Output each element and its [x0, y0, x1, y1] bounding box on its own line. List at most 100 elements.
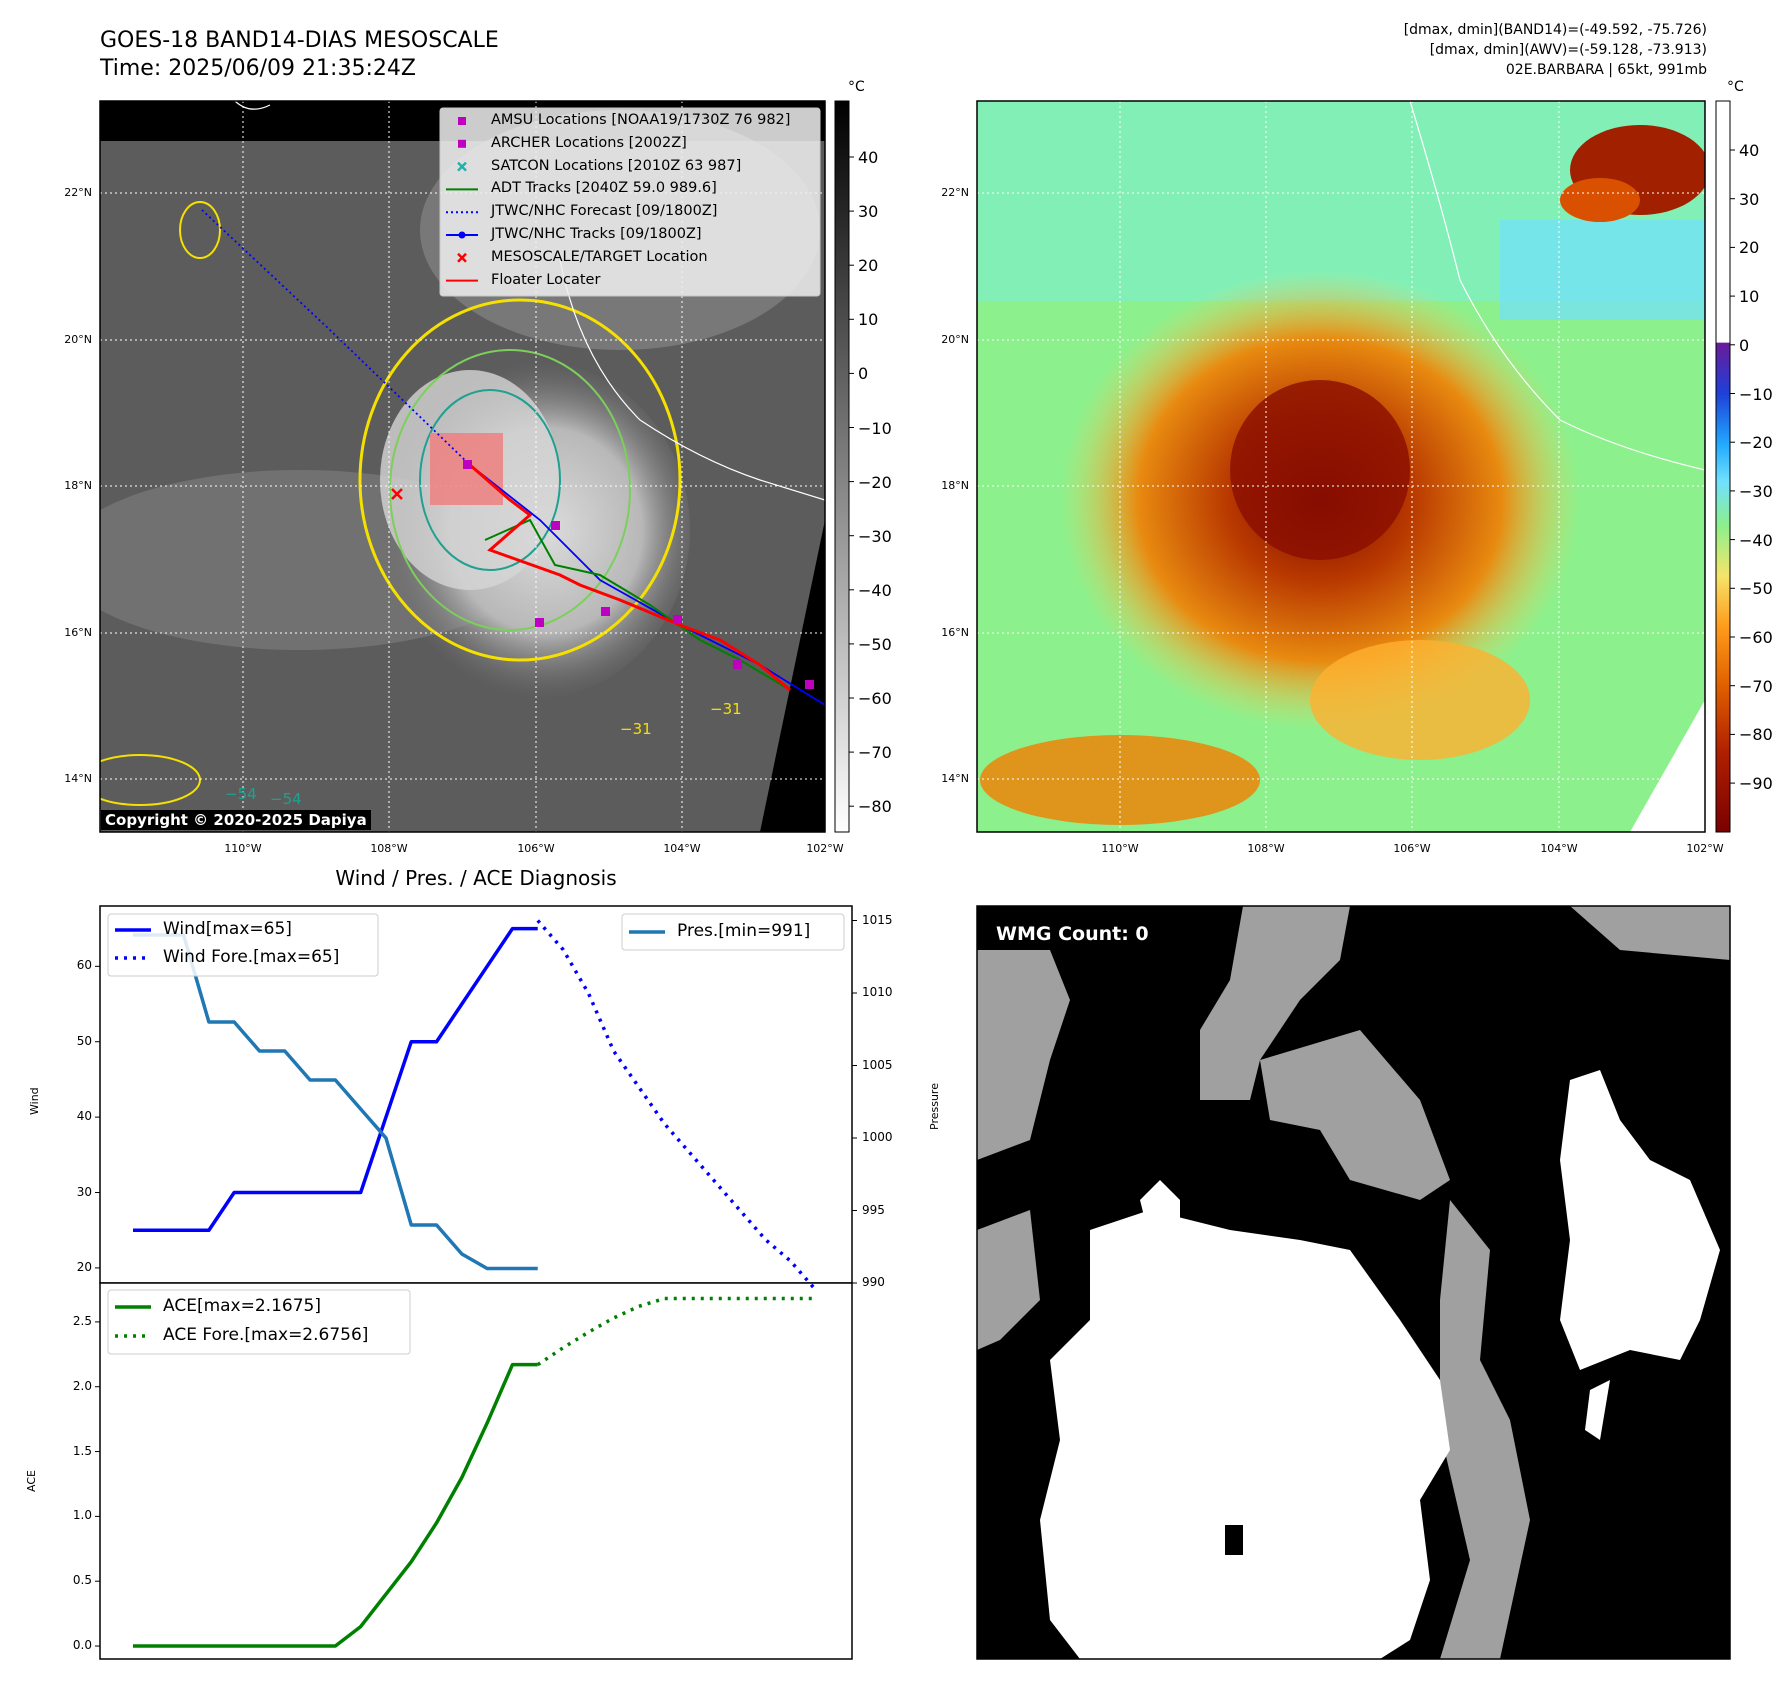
ir-colorbar-unit: °C	[848, 79, 865, 95]
figure-time: Time: 2025/06/09 21:35:24Z	[100, 56, 416, 81]
awv-range: [dmax, dmin](AWV)=(-59.128, -73.913)	[1429, 42, 1707, 58]
forecast-track	[201, 209, 471, 466]
awv-colorbar-tick-label: −70	[1739, 676, 1773, 696]
legend-wind-fore-label: Wind Fore.[max=65]	[163, 947, 340, 967]
wind-legend	[107, 913, 379, 977]
legend-label: JTWC/NHC Forecast [09/1800Z]	[491, 203, 718, 220]
amsu-marker	[463, 460, 472, 469]
pressure-series-line	[133, 933, 538, 1271]
archer-marker	[733, 660, 742, 669]
diagnosis-title: Wind / Pres. / ACE Diagnosis	[335, 866, 617, 890]
contour-label: −54	[225, 785, 257, 803]
ace-tick-label: 0.0	[72, 1638, 92, 1653]
ir-colorbar-tick-label: −40	[858, 580, 892, 600]
ace-axis-label: ACE	[25, 1470, 38, 1492]
ir-lon-label: 104°W	[663, 842, 701, 855]
adt-track	[484, 518, 791, 691]
awv-colorbar-tick-label: −50	[1739, 579, 1773, 599]
archer-marker	[535, 618, 544, 627]
awv-lon-label: 102°W	[1686, 842, 1724, 855]
copyright-label: Copyright © 2020-2025 Dapiya	[101, 810, 371, 830]
ace-tick-label: 1.5	[72, 1443, 92, 1458]
archer-marker	[673, 615, 682, 624]
ir-colorbar-tick-label: 10	[858, 310, 879, 330]
legend-label: JTWC/NHC Tracks [09/1800Z]	[491, 226, 702, 242]
ir-colorbar-ticks	[849, 156, 854, 807]
awv-colorbar-tick-label: −30	[1739, 481, 1773, 501]
target-marker	[391, 488, 403, 500]
ir-colorbar-tick-label: −60	[858, 689, 892, 708]
wind-tick-label: 30	[76, 1184, 92, 1199]
jtwc-track	[469, 464, 825, 706]
wind-tick-label: 50	[76, 1033, 92, 1048]
ir-colorbar-tick-label: −80	[858, 797, 892, 817]
legend-ace-label: ACE[max=2.1675]	[163, 1296, 321, 1316]
awv-colorbar-tick-label: 30	[1739, 189, 1760, 209]
archer-marker	[551, 521, 560, 530]
ir-colorbar-tick-label: 0	[858, 364, 869, 384]
awv-colorbar-tick-label: −10	[1739, 384, 1773, 404]
archer-marker	[805, 680, 814, 689]
wind-tick-label: 20	[76, 1259, 92, 1274]
awv-colorbar	[1715, 100, 1731, 833]
ir-lon-label: 110°W	[224, 842, 262, 855]
wmg-image-panel	[977, 906, 1730, 1659]
legend-marker-dot	[458, 231, 466, 239]
contour-label: −54	[270, 790, 302, 808]
awv-lat-label: 18°N	[941, 479, 969, 492]
awv-lat-label: 14°N	[941, 772, 969, 785]
legend-label: SATCON Locations [2010Z 63 987]	[491, 157, 742, 174]
legend-pres-label: Pres.[min=991]	[677, 921, 811, 941]
figure-title: GOES-18 BAND14-DIAS MESOSCALE	[100, 28, 499, 53]
awv-image-panel	[977, 101, 1705, 832]
awv-colorbar-ticks	[1730, 149, 1735, 784]
ir-colorbar-tick-label: 30	[858, 202, 879, 222]
awv-colorbar-tick-label: −20	[1739, 433, 1773, 453]
ace-tick-label: 1.0	[72, 1508, 92, 1523]
awv-lon-label: 110°W	[1101, 842, 1139, 855]
awv-lat-label: 16°N	[941, 626, 969, 639]
pressure-tick-label: 1010	[862, 985, 893, 999]
legend-label: ADT Tracks [2040Z 59.0 989.6]	[491, 180, 717, 197]
pressure-tick-label: 1000	[862, 1130, 893, 1144]
legend-marker-x	[457, 252, 467, 263]
ir-colorbar-tick-label: −70	[858, 743, 892, 763]
legend-ace-fore-label: ACE Fore.[max=2.6756]	[163, 1325, 369, 1345]
ir-colorbar-tick-label: −50	[858, 634, 892, 654]
legend-label: MESOSCALE/TARGET Location	[491, 248, 708, 265]
floater-track	[469, 463, 791, 692]
ir-lat-label: 20°N	[64, 333, 92, 346]
ir-lat-label: 22°N	[64, 186, 92, 199]
ace-legend	[107, 1289, 411, 1355]
ir-legend	[439, 107, 821, 297]
ir-colorbar	[834, 100, 850, 833]
ir-lon-label: 108°W	[370, 842, 408, 855]
awv-colorbar-tick-label: −40	[1739, 530, 1773, 550]
archer-marker	[601, 607, 610, 616]
ace-tick-label: 2.0	[72, 1378, 92, 1393]
ace-tick-label: 0.5	[72, 1573, 92, 1588]
awv-lon-label: 104°W	[1540, 842, 1578, 855]
awv-colorbar-tick-label: 20	[1739, 238, 1760, 258]
pressure-tick-label: 1015	[862, 912, 893, 927]
pressure-tick-label: 1005	[862, 1057, 893, 1072]
pressure-axis-label: Pressure	[928, 1083, 941, 1130]
wind-series-line	[133, 926, 538, 1232]
awv-colorbar-tick-label: −60	[1739, 628, 1773, 647]
awv-colorbar-unit: °C	[1727, 79, 1744, 95]
legend-wind-label: Wind[max=65]	[163, 919, 292, 939]
ir-lat-label: 14°N	[64, 772, 92, 785]
legend-label: Floater Locater	[491, 271, 601, 288]
ace-series-line	[133, 1362, 538, 1648]
pressure-tick-label: 990	[862, 1275, 885, 1289]
ace-forecast-line	[536, 1296, 816, 1367]
ir-colorbar-tick-label: −30	[858, 526, 892, 546]
wmg-count-label: WMG Count: 0	[996, 923, 1149, 945]
ir-lat-label: 16°N	[64, 626, 92, 639]
awv-colorbar-tick-label: −90	[1739, 774, 1773, 794]
storm-info: 02E.BARBARA | 65kt, 991mb	[1505, 62, 1707, 78]
band14-range: [dmax, dmin](BAND14)=(-49.592, -75.726)	[1403, 22, 1707, 38]
ace-tick-label: 2.5	[72, 1313, 92, 1328]
ir-colorbar-tick-label: −10	[858, 418, 892, 438]
